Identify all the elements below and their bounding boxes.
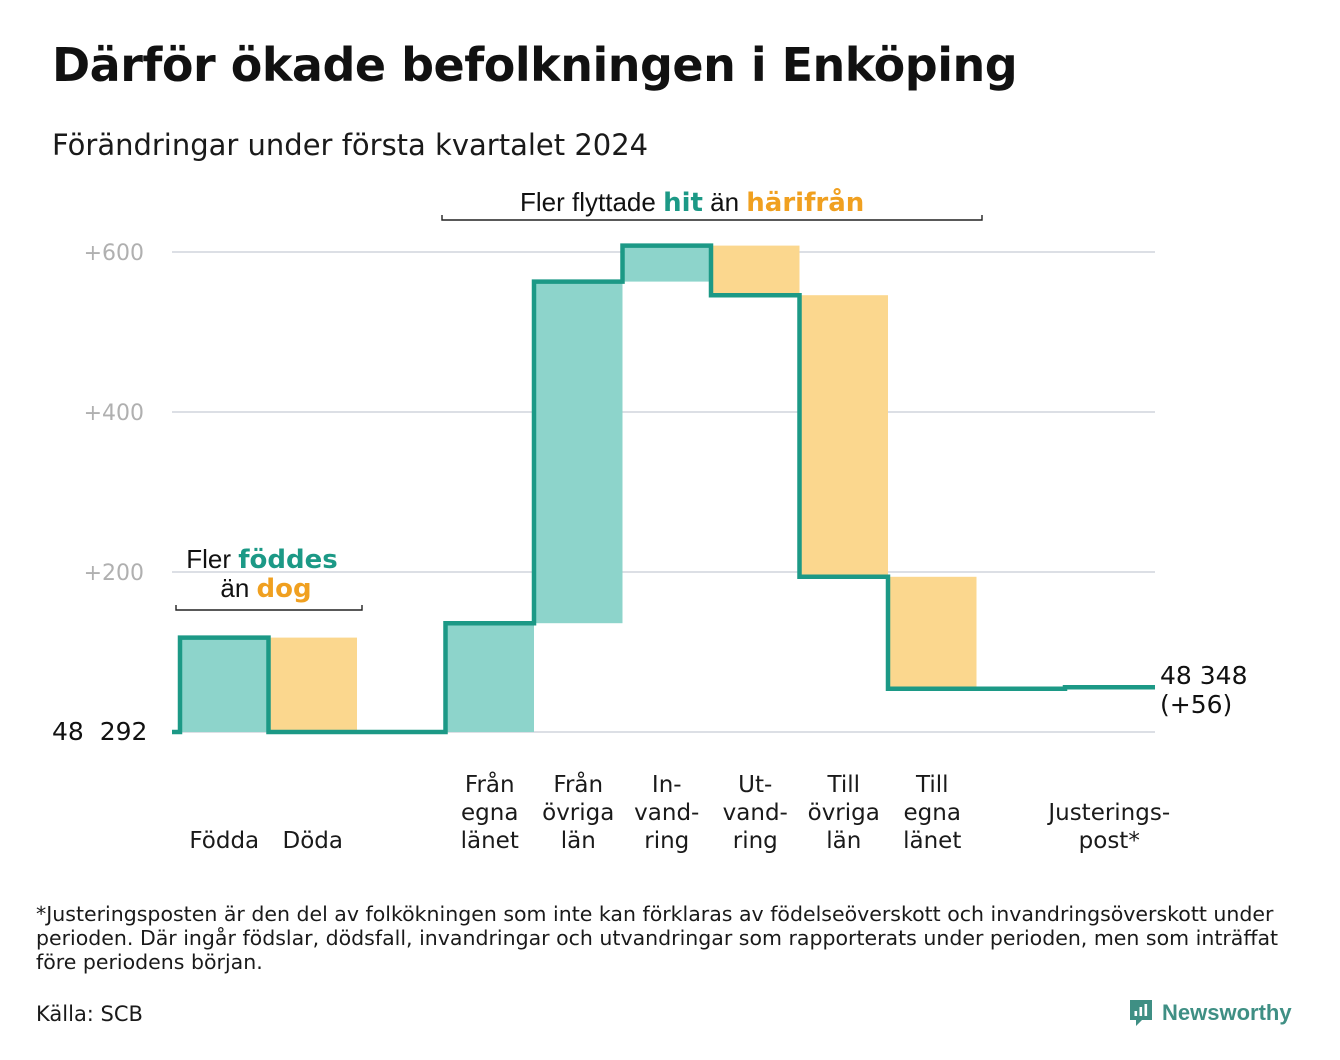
category-label: vand-	[723, 800, 788, 826]
category-label: Till	[826, 772, 860, 798]
category-label: egna	[461, 800, 518, 826]
waterfall-bar	[268, 637, 357, 732]
chart-subtitle: Förändringar under första kvartalet 2024	[52, 128, 649, 162]
category-label: län	[826, 828, 861, 854]
waterfall-bar	[622, 245, 711, 282]
annotation-highlight-decrease: dog	[257, 574, 312, 604]
y-tick-label: +200	[84, 561, 144, 586]
annotation-highlight-increase: hit	[663, 188, 703, 218]
waterfall-bar	[888, 576, 977, 689]
y-tick-label: +600	[84, 241, 144, 266]
source-credit: Källa: SCB	[36, 1002, 143, 1026]
annotation-text: Fler	[186, 544, 238, 574]
waterfall-bar	[711, 245, 800, 296]
category-label: övriga	[542, 800, 614, 826]
category-label: Från	[465, 770, 515, 798]
category-label: län	[561, 828, 596, 854]
annotation-highlight-decrease: härifrån	[746, 186, 864, 218]
y-tick-label: +400	[84, 401, 144, 426]
category-label: länet	[903, 828, 961, 854]
category-label: länet	[461, 828, 519, 854]
births-annotation-line2: än dog	[220, 573, 311, 604]
category-label: vand-	[634, 800, 699, 826]
start-value-label: 48 292	[52, 717, 147, 746]
category-label: Döda	[283, 828, 343, 854]
newsworthy-logo-icon	[1130, 1000, 1152, 1026]
category-label: egna	[904, 800, 961, 826]
category-label: Justerings-	[1046, 800, 1170, 826]
category-label: Från	[553, 770, 603, 798]
waterfall-bar	[534, 281, 623, 624]
category-label: In-	[652, 772, 682, 798]
annotation-text: än	[220, 573, 256, 603]
category-label: Födda	[189, 828, 259, 854]
migration-annotation: Fler flyttade hit än härifrån	[520, 186, 864, 218]
category-label: Till	[915, 772, 949, 798]
category-label: post*	[1079, 828, 1140, 854]
annotation-text: Fler flyttade	[520, 187, 663, 217]
running-total-line	[172, 243, 1155, 735]
migration-bracket	[441, 215, 983, 221]
chart-title: Därför ökade befolkningen i Enköping	[52, 38, 1018, 92]
brand-logo: Newsworthy	[1128, 998, 1292, 1028]
births-annotation-line1: Fler föddes	[186, 544, 338, 575]
births-bracket	[175, 605, 363, 611]
category-label: Ut-	[738, 772, 772, 798]
end-change-label: (+56)	[1160, 690, 1232, 719]
end-value-label: 48 348	[1160, 661, 1247, 690]
annotation-text: än	[703, 187, 746, 217]
footnote: *Justeringsposten är den del av folkökni…	[36, 902, 1279, 974]
waterfall-bar	[799, 295, 888, 577]
category-label: ring	[733, 828, 778, 854]
waterfall-bar	[445, 623, 534, 732]
annotation-highlight-increase: föddes	[238, 545, 338, 575]
waterfall-bar	[180, 637, 269, 732]
category-label: övriga	[808, 800, 880, 826]
category-label: ring	[644, 828, 689, 854]
brand-name: Newsworthy	[1162, 1000, 1292, 1025]
